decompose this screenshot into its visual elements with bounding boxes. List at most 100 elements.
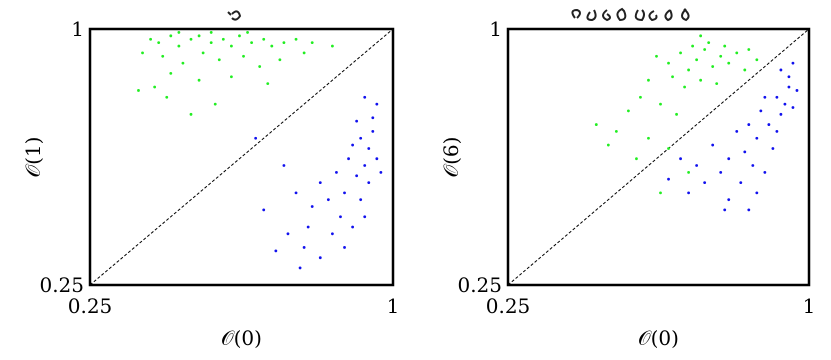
point	[331, 232, 334, 236]
point	[719, 170, 723, 174]
point	[217, 58, 221, 62]
y-axis-label: 𝒪(1)	[21, 137, 45, 178]
point	[149, 37, 153, 41]
point	[262, 37, 266, 41]
point	[157, 41, 161, 45]
x-axis-label: 𝒪(0)	[638, 326, 679, 350]
point	[711, 65, 715, 68]
point	[783, 102, 787, 106]
point	[723, 208, 727, 212]
point	[371, 130, 375, 133]
point	[775, 95, 779, 99]
y-tick-label: 1	[489, 17, 502, 41]
point	[711, 143, 715, 147]
point	[310, 205, 314, 208]
point	[161, 54, 165, 58]
point	[739, 181, 743, 185]
point	[691, 44, 695, 48]
point	[763, 95, 767, 99]
point	[230, 75, 233, 79]
point	[375, 157, 379, 161]
point	[735, 130, 739, 133]
point	[165, 95, 169, 99]
point	[647, 78, 650, 82]
point	[375, 102, 379, 106]
point	[723, 44, 727, 48]
point	[363, 215, 367, 219]
point	[771, 147, 775, 150]
point	[282, 164, 286, 167]
point	[246, 31, 249, 34]
point	[335, 170, 338, 174]
point	[755, 58, 759, 62]
point	[294, 191, 298, 195]
point	[221, 37, 225, 41]
point	[343, 246, 346, 249]
point	[351, 143, 354, 147]
point	[363, 164, 367, 167]
digit-glyph	[227, 10, 242, 21]
point	[339, 215, 342, 219]
point	[727, 198, 731, 202]
point	[614, 130, 618, 133]
point	[298, 266, 302, 270]
point	[667, 177, 670, 181]
point	[695, 164, 699, 167]
point	[355, 119, 359, 123]
point	[699, 78, 703, 82]
point	[197, 34, 201, 38]
point	[201, 51, 205, 55]
point	[679, 157, 682, 161]
point	[169, 71, 173, 75]
point	[703, 48, 707, 51]
point	[367, 147, 371, 150]
point	[727, 61, 731, 65]
title-glyphs	[227, 7, 690, 22]
point	[153, 85, 157, 89]
x-axis-label: 𝒪(0)	[221, 326, 262, 350]
point	[735, 51, 739, 55]
point	[209, 41, 213, 45]
point	[675, 112, 678, 116]
point	[310, 41, 314, 45]
point	[667, 147, 670, 150]
point	[230, 44, 233, 48]
point	[763, 170, 767, 174]
point	[791, 106, 795, 109]
point	[767, 123, 771, 126]
point	[302, 246, 306, 249]
point	[286, 232, 290, 236]
x-tick-label: 0.25	[68, 294, 113, 318]
point	[699, 34, 703, 38]
point	[254, 136, 258, 140]
point	[294, 37, 298, 41]
panel: 0.25 1 0.25 1 𝒪(0) 𝒪(1)	[21, 17, 399, 350]
point	[639, 95, 642, 99]
point	[141, 51, 144, 55]
point	[302, 51, 306, 55]
point	[177, 31, 181, 34]
point	[687, 191, 690, 195]
point	[743, 150, 747, 154]
point	[242, 54, 245, 58]
point	[719, 54, 723, 58]
point	[351, 225, 354, 229]
point	[359, 136, 363, 140]
point	[318, 181, 322, 185]
point	[181, 61, 185, 65]
point	[647, 136, 650, 140]
point	[250, 41, 254, 45]
point	[594, 123, 598, 126]
point	[795, 89, 799, 92]
x-tick-label: 1	[803, 294, 816, 318]
plot-frame	[506, 27, 811, 287]
point	[695, 58, 699, 62]
y-tick-label: 0.25	[457, 273, 502, 297]
point	[197, 78, 201, 82]
point	[759, 109, 763, 113]
point	[270, 44, 274, 48]
point	[343, 191, 346, 195]
point	[137, 89, 140, 92]
point	[278, 58, 282, 62]
